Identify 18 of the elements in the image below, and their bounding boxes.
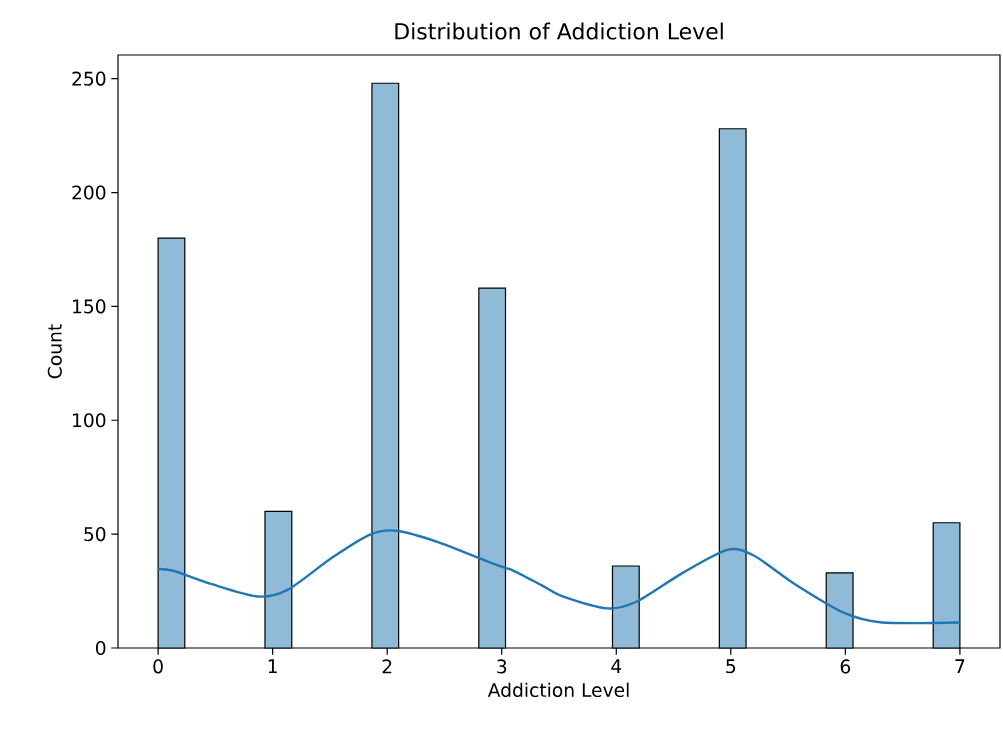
- x-tick-label: 7: [955, 659, 965, 673]
- y-tick-label: 150: [73, 299, 106, 314]
- x-tick-label: 3: [497, 659, 507, 674]
- y-axis-title: Count: [47, 324, 62, 379]
- x-tick-label: 0: [153, 659, 163, 674]
- chart-title: Distribution of Addiction Level: [395, 22, 723, 40]
- y-tick-label: 50: [84, 527, 106, 542]
- x-tick-label: 2: [382, 659, 392, 674]
- x-tick-label: 6: [840, 659, 851, 674]
- y-tick-label: 250: [72, 71, 106, 86]
- x-tick-label: 1: [268, 659, 277, 673]
- x-axis-title: Addiction Level: [487, 682, 629, 698]
- y-tick-label: 100: [73, 413, 106, 428]
- line-series: [156, 529, 962, 625]
- x-tick-label: 4: [611, 659, 622, 673]
- x-tick-label: 5: [726, 659, 736, 674]
- y-tick-label: 200: [72, 185, 106, 200]
- y-tick-label: 0: [95, 640, 106, 656]
